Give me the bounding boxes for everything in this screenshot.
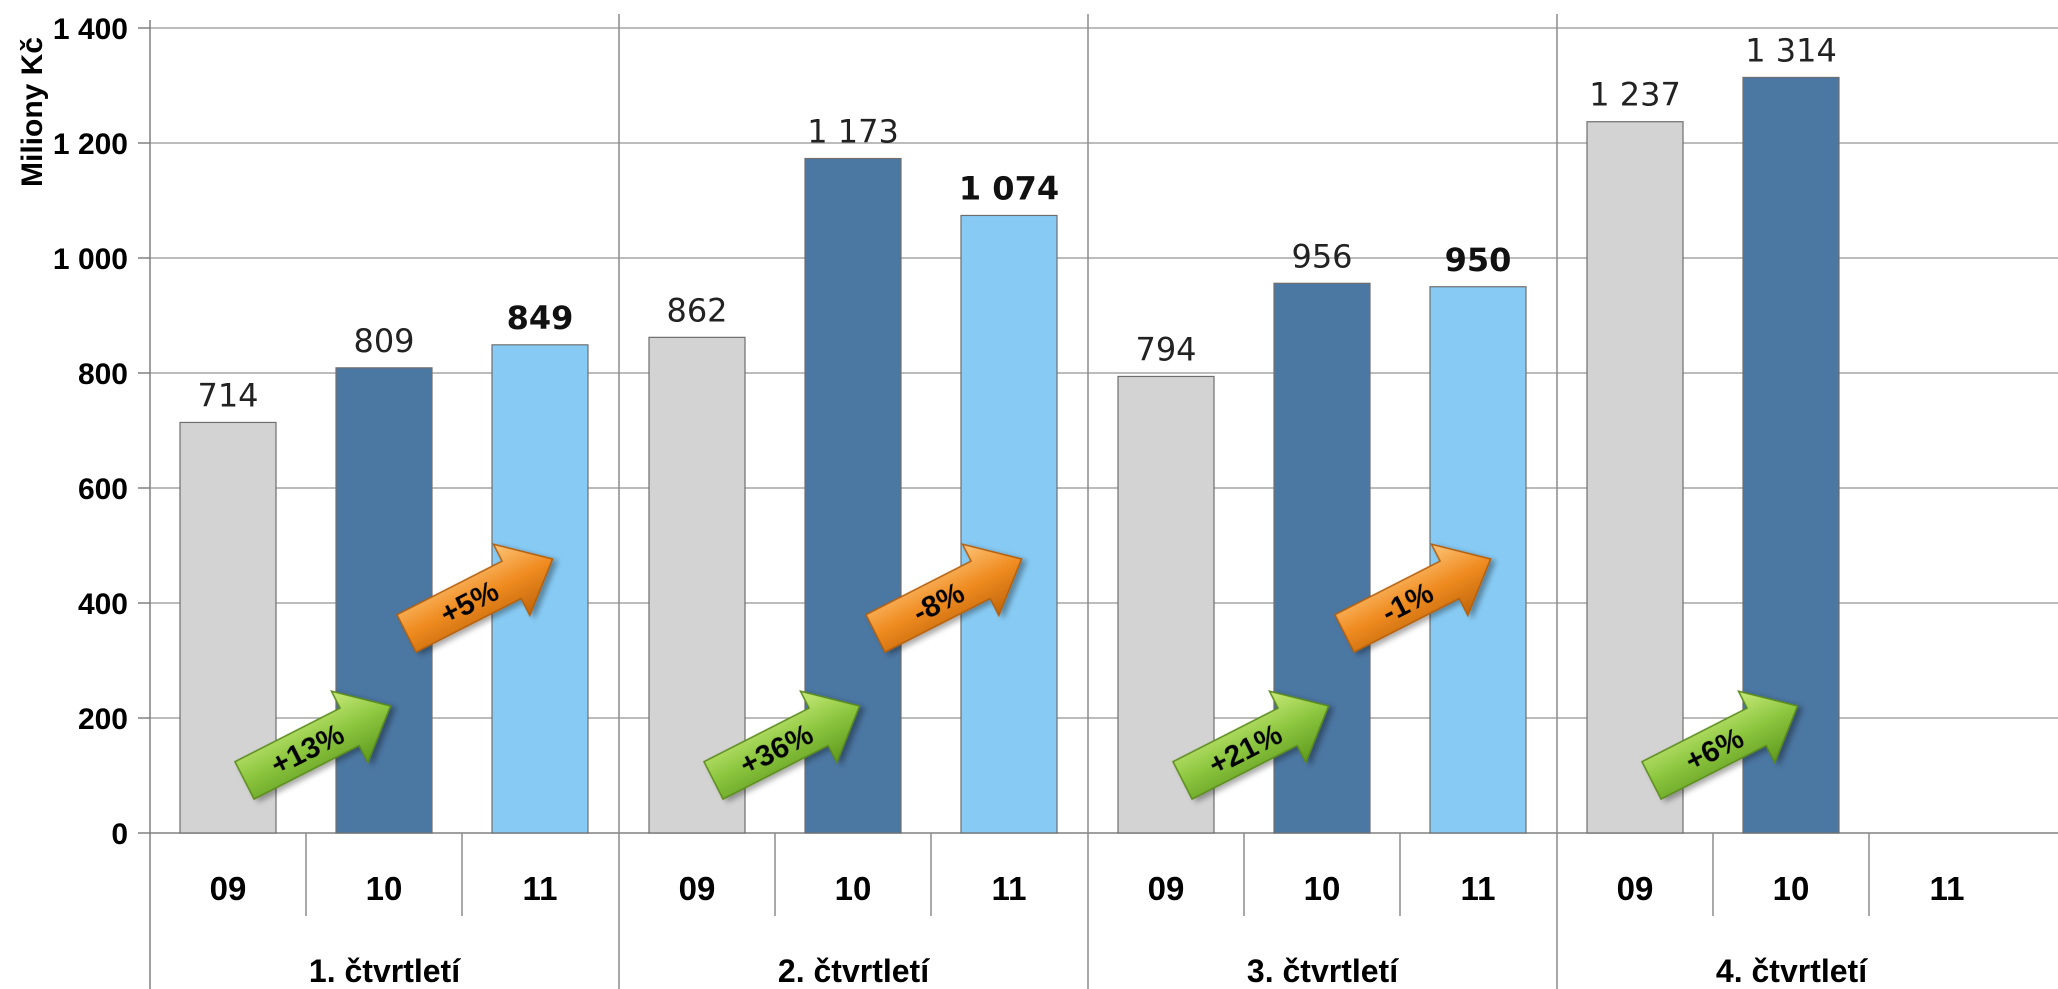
growth-arrow: +6% bbox=[1640, 690, 1799, 801]
y-tick-label: 200 bbox=[78, 703, 128, 736]
bar-09 bbox=[1586, 121, 1684, 834]
arrow-shape bbox=[864, 543, 1023, 654]
y-tick-label: 400 bbox=[78, 588, 128, 621]
year-label: 11 bbox=[992, 870, 1027, 907]
arrow-shape bbox=[1171, 690, 1330, 801]
bar-value-label: 714 bbox=[197, 376, 258, 414]
year-label: 10 bbox=[366, 870, 403, 907]
y-tick-label: 1 000 bbox=[53, 243, 128, 276]
bar-value-label: 950 bbox=[1445, 241, 1512, 279]
quarter-label: 3. čtvrtletí bbox=[1247, 953, 1399, 989]
quarter-label: 2. čtvrtletí bbox=[778, 953, 930, 989]
year-label: 09 bbox=[1617, 870, 1654, 907]
y-tick-label: 1 400 bbox=[53, 13, 128, 46]
bar-11 bbox=[960, 214, 1058, 834]
year-label: 10 bbox=[1304, 870, 1341, 907]
bar-value-label: 809 bbox=[353, 322, 414, 360]
bar-value-label: 1 173 bbox=[807, 113, 899, 151]
bar-value-label: 1 314 bbox=[1745, 31, 1837, 69]
y-axis-title: Miliony Kč bbox=[16, 37, 49, 187]
year-label: 10 bbox=[835, 870, 872, 907]
year-label: 10 bbox=[1773, 870, 1810, 907]
bar-value-label: 1 074 bbox=[959, 169, 1059, 207]
y-tick-label: 0 bbox=[111, 818, 128, 851]
year-label: 09 bbox=[1148, 870, 1185, 907]
bar-value-label: 794 bbox=[1135, 330, 1196, 368]
category-labels: 09 10 11 1. čtvrtletí 09 10 11 2. čtvrtletí 09 10… bbox=[210, 870, 1965, 989]
bar-value-label: 1 237 bbox=[1589, 76, 1681, 114]
arrow-shape bbox=[1640, 690, 1799, 801]
bar-value-label: 862 bbox=[666, 291, 727, 329]
arrow-shape bbox=[233, 690, 392, 801]
y-tick-label: 600 bbox=[78, 473, 128, 506]
year-label: 11 bbox=[523, 870, 558, 907]
quarter-label: 4. čtvrtletí bbox=[1716, 953, 1868, 989]
y-tick-label: 800 bbox=[78, 358, 128, 391]
bar-10 bbox=[335, 367, 433, 834]
quarter-label: 1. čtvrtletí bbox=[309, 953, 461, 989]
bar-value-label: 849 bbox=[507, 299, 574, 337]
data-labels: 714 809 849 862 1 173 1 074 794 956 950 1 237 1 31… bbox=[197, 31, 1836, 414]
arrow-shape bbox=[395, 543, 554, 654]
y-tick-label: 1 200 bbox=[53, 128, 128, 161]
bar-value-label: 956 bbox=[1291, 237, 1352, 275]
year-label: 11 bbox=[1461, 870, 1496, 907]
arrow-shape bbox=[702, 690, 861, 801]
year-label: 09 bbox=[679, 870, 716, 907]
axes: 0 200 400 600 800 1 000 1 200 1 400 bbox=[53, 13, 2058, 989]
growth-arrow: +13% bbox=[233, 690, 392, 801]
year-label: 11 bbox=[1930, 870, 1965, 907]
year-label: 09 bbox=[210, 870, 247, 907]
growth-arrow: +21% bbox=[1171, 690, 1330, 801]
arrow-shape bbox=[1333, 543, 1492, 654]
